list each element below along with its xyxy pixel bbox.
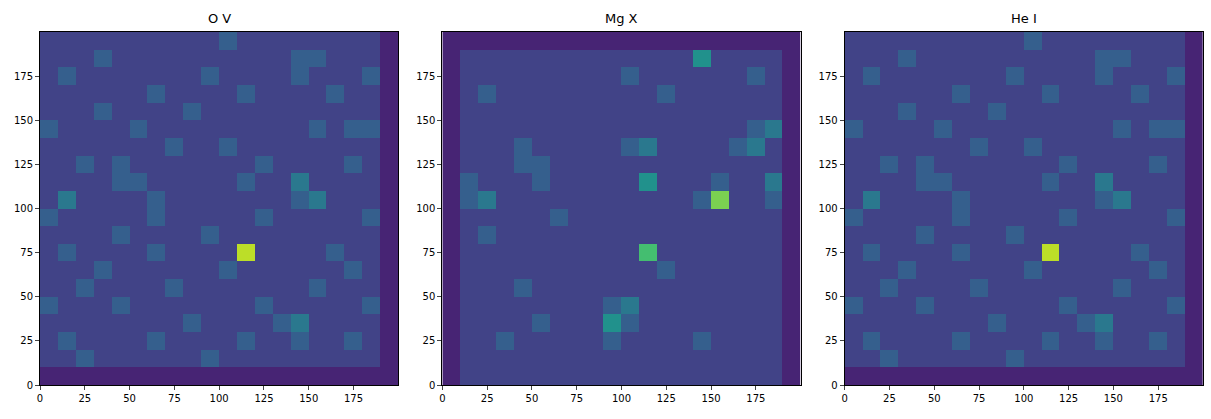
svg-text:125: 125 [416, 159, 435, 170]
svg-text:125: 125 [1059, 393, 1078, 404]
svg-text:0: 0 [429, 380, 435, 391]
svg-text:50: 50 [123, 393, 136, 404]
svg-text:25: 25 [20, 335, 33, 346]
svg-text:0: 0 [37, 393, 43, 404]
svg-text:He I: He I [1011, 11, 1037, 26]
svg-text:100: 100 [14, 203, 33, 214]
svg-text:100: 100 [416, 203, 435, 214]
svg-text:175: 175 [1149, 393, 1168, 404]
svg-text:75: 75 [168, 393, 181, 404]
svg-text:0: 0 [831, 380, 837, 391]
svg-text:75: 75 [20, 247, 33, 258]
svg-text:25: 25 [481, 393, 494, 404]
svg-text:150: 150 [702, 393, 721, 404]
svg-text:50: 50 [526, 393, 539, 404]
svg-text:25: 25 [825, 335, 838, 346]
svg-text:75: 75 [825, 247, 838, 258]
svg-text:50: 50 [928, 393, 941, 404]
svg-text:50: 50 [825, 291, 838, 302]
svg-text:150: 150 [299, 393, 318, 404]
svg-text:100: 100 [819, 203, 838, 214]
svg-text:75: 75 [570, 393, 583, 404]
svg-text:175: 175 [416, 71, 435, 82]
svg-text:150: 150 [14, 115, 33, 126]
svg-text:100: 100 [210, 393, 229, 404]
svg-text:175: 175 [14, 71, 33, 82]
svg-text:100: 100 [1014, 393, 1033, 404]
svg-text:125: 125 [657, 393, 676, 404]
svg-text:25: 25 [78, 393, 91, 404]
svg-text:125: 125 [819, 159, 838, 170]
svg-text:25: 25 [423, 335, 436, 346]
svg-text:125: 125 [14, 159, 33, 170]
svg-text:25: 25 [883, 393, 896, 404]
svg-text:175: 175 [819, 71, 838, 82]
svg-text:100: 100 [612, 393, 631, 404]
svg-text:50: 50 [20, 291, 33, 302]
svg-text:0: 0 [27, 380, 33, 391]
svg-text:0: 0 [439, 393, 445, 404]
svg-text:75: 75 [423, 247, 436, 258]
svg-text:125: 125 [254, 393, 273, 404]
svg-text:O V: O V [208, 11, 231, 26]
svg-text:175: 175 [344, 393, 363, 404]
svg-text:175: 175 [746, 393, 765, 404]
svg-text:0: 0 [841, 393, 847, 404]
svg-text:Mg X: Mg X [605, 11, 638, 26]
svg-text:150: 150 [1104, 393, 1123, 404]
svg-text:150: 150 [819, 115, 838, 126]
svg-text:75: 75 [973, 393, 986, 404]
svg-text:50: 50 [423, 291, 436, 302]
svg-text:150: 150 [416, 115, 435, 126]
